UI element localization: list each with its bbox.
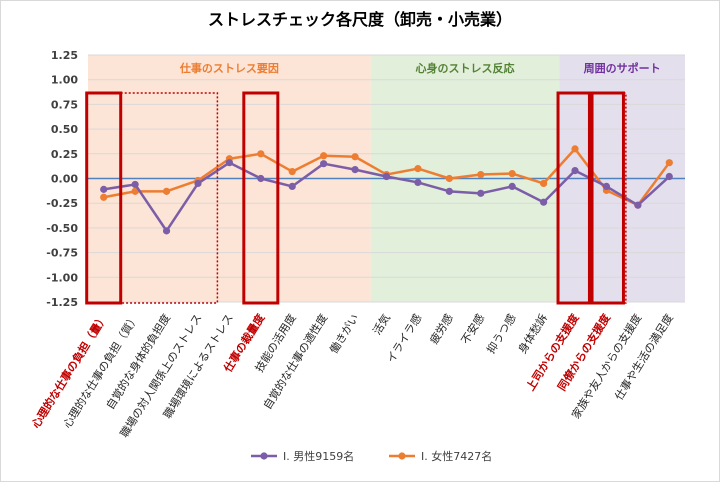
data-point [665,172,673,181]
highlight-box [587,91,625,305]
data-point [320,152,328,160]
x-tick-label: 活気 [370,311,394,337]
data-point [540,198,548,206]
x-tick-label: 働きがい [326,311,361,356]
legend-swatch-marker [398,452,406,460]
data-point [162,187,171,195]
y-tick-label: -0.25 [46,197,78,210]
highlight-box [556,91,594,305]
highlight-dotted-box [623,92,627,304]
region-label: 心身のストレス反応 [416,61,515,75]
data-point [665,159,673,167]
region-label: 仕事のストレス要因 [179,61,279,75]
data-point [414,178,422,187]
data-point [445,187,453,195]
data-point [382,172,391,181]
data-point [257,150,265,158]
data-point [320,160,328,168]
data-point [131,180,139,189]
data-point [162,227,171,235]
data-point [540,179,548,188]
data-point [571,166,579,175]
y-tick-label: 1.25 [51,49,78,62]
data-point [414,165,422,173]
data-point [351,166,359,174]
y-tick-label: -1.00 [46,271,78,284]
data-point [508,182,516,191]
data-point [257,174,265,183]
data-point [602,182,611,191]
highlight-box [242,91,280,305]
data-point [225,159,233,167]
data-point [288,182,296,191]
y-tick-label: -0.75 [46,247,78,260]
legend-swatch-marker [260,452,268,460]
y-tick-label: 0.00 [51,173,78,186]
data-point [477,170,485,179]
y-tick-label: 1.00 [51,74,78,87]
x-tick-label: 不安感 [458,311,487,346]
data-point [351,153,359,161]
data-point [288,167,296,176]
legend-label: I. 男性9159名 [283,449,354,463]
highlight-dotted-box [120,92,219,304]
data-point [445,174,453,183]
data-point [100,185,108,193]
y-tick-label: -1.25 [46,296,78,309]
y-tick-label: 0.25 [51,148,78,161]
y-tick-label: 0.50 [51,123,78,136]
x-tick-label: 身体愁訴 [515,311,550,356]
y-tick-label: 0.75 [51,98,78,111]
x-tick-label: 仕事や生活の満足度 [611,311,675,402]
x-tick-label: 抑うつ感 [484,311,519,356]
data-point [477,189,485,197]
y-tick-label: -0.50 [46,222,78,235]
data-point [194,179,202,188]
data-point [508,169,516,178]
region-label: 周囲のサポート [584,61,661,75]
legend-label: I. 女性7427名 [421,449,492,463]
highlight-box [85,91,123,305]
data-point [100,193,108,201]
data-point [634,201,642,209]
chart-title: ストレスチェック各尺度（卸売・小売業） [208,10,512,29]
x-tick-label: 疲労感 [427,311,456,346]
data-point [571,145,579,153]
data-point [131,187,139,195]
